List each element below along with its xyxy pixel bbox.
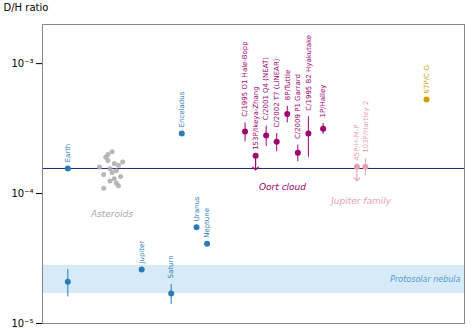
- svg-text:10⁻⁴: 10⁻⁴: [11, 188, 33, 199]
- svg-text:C/2001 Q4 (NEAT): C/2001 Q4 (NEAT): [262, 57, 270, 120]
- svg-text:C/2002 T7 (LINEAR): C/2002 T7 (LINEAR): [273, 58, 281, 127]
- svg-text:10⁻³: 10⁻³: [11, 58, 33, 69]
- svg-text:Asteroids: Asteroids: [90, 209, 133, 219]
- svg-text:10⁻⁵: 10⁻⁵: [11, 318, 33, 329]
- svg-text:Earth: Earth: [64, 144, 72, 163]
- svg-text:D/H ratio: D/H ratio: [4, 2, 49, 13]
- svg-text:103P/Hartley 2: 103P/Hartley 2: [362, 101, 370, 153]
- svg-text:C/1995 B2 Hyakutake: C/1995 B2 Hyakutake: [305, 35, 313, 111]
- svg-text:1P/Halley: 1P/Halley: [319, 85, 327, 118]
- svg-text:C/2009 P1 Garrard: C/2009 P1 Garrard: [294, 74, 302, 139]
- svg-text:Jupiter family: Jupiter family: [329, 196, 392, 206]
- svg-text:Neptune: Neptune: [203, 208, 211, 238]
- svg-text:Oort cloud: Oort cloud: [259, 182, 306, 192]
- svg-text:Uranus: Uranus: [193, 196, 201, 221]
- svg-text:8P/Tuttle: 8P/Tuttle: [284, 70, 292, 100]
- svg-text:Jupiter: Jupiter: [138, 241, 146, 265]
- svg-text:67P/C-G: 67P/C-G: [423, 65, 431, 94]
- svg-text:Saturn: Saturn: [167, 255, 175, 278]
- svg-text:C/1995 O1 Hale-Bopp: C/1995 O1 Hale-Bopp: [241, 41, 249, 117]
- svg-text:Enceladus: Enceladus: [178, 91, 186, 127]
- svg-text:153P/Ikeya-Zhang: 153P/Ikeya-Zhang: [252, 86, 260, 149]
- svg-text:45P/H-M-P: 45P/H-M-P: [353, 125, 361, 161]
- svg-text:Protosolar nebula: Protosolar nebula: [390, 275, 460, 284]
